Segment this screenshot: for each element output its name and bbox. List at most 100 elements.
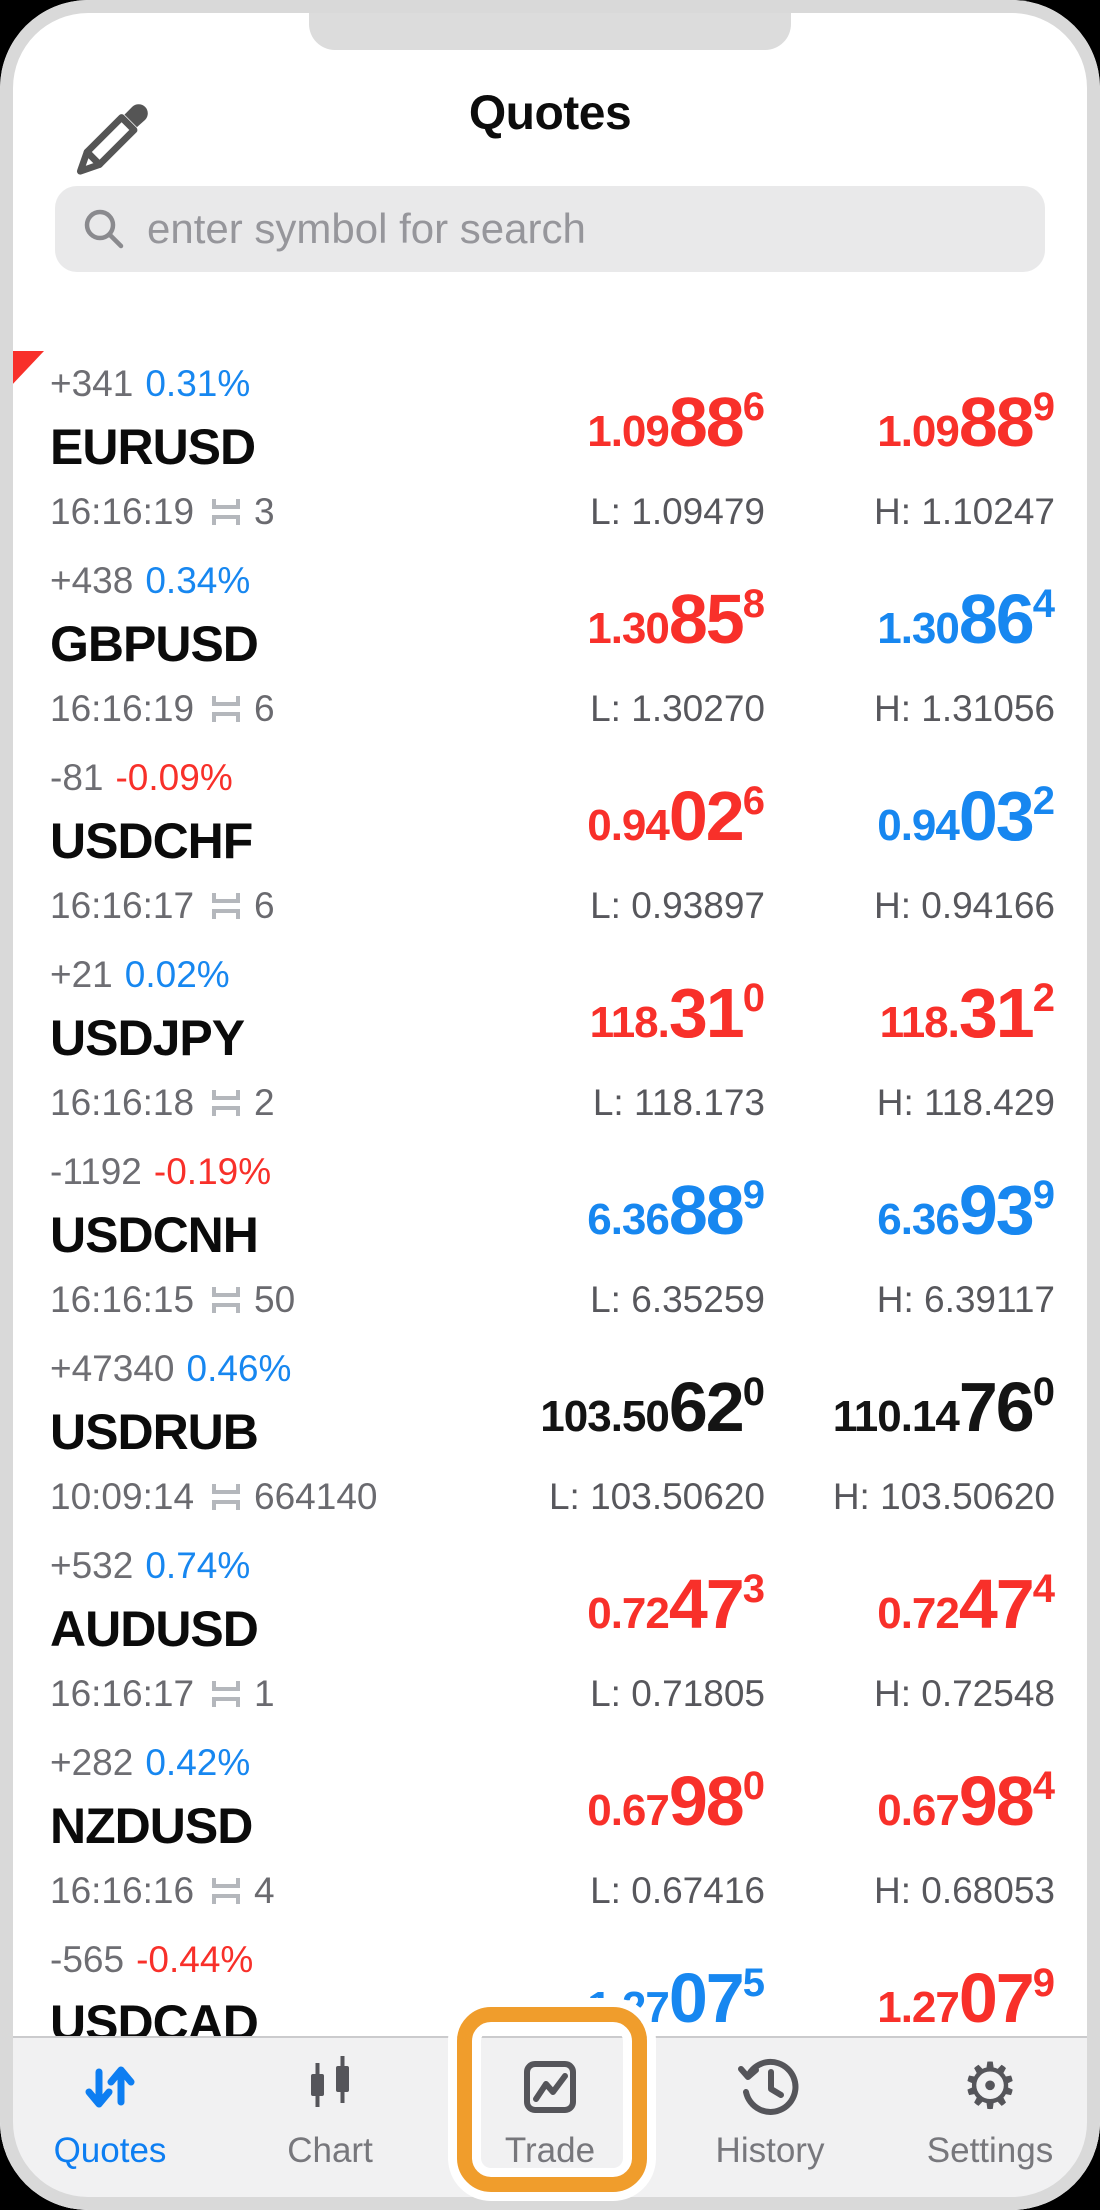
bid-price: 0.67980: [587, 1762, 765, 1840]
low-value: L: 0.71805: [590, 1672, 765, 1714]
spread-value: 1: [254, 1672, 275, 1714]
change-line: -81 -0.09%: [50, 757, 465, 799]
symbol-label: GBPUSD: [50, 616, 259, 672]
bid-price: 118.310: [589, 974, 765, 1052]
change-percent: 0.46%: [186, 1348, 292, 1389]
time-spread-line: 16:16:15 50: [50, 1279, 465, 1321]
edit-button[interactable]: [60, 78, 164, 182]
change-points: +47340: [50, 1348, 175, 1389]
search-bar[interactable]: [55, 186, 1045, 272]
low-value: L: 103.50620: [548, 1475, 765, 1517]
change-percent: 0.42%: [145, 1742, 251, 1783]
spread-icon: [212, 1483, 241, 1510]
quote-time: 16:16:17: [50, 884, 195, 926]
high-value: H: 1.31056: [873, 687, 1055, 729]
ask-price: 0.94032: [877, 777, 1055, 855]
low-value: L: 0.67416: [590, 1869, 765, 1911]
change-line: +21 0.02%: [50, 954, 465, 996]
symbol-label: AUDUSD: [50, 1601, 259, 1657]
change-points: -1192: [50, 1151, 142, 1192]
tab-settings[interactable]: ⚙ Settings: [880, 2052, 1100, 2210]
trade-chart-icon: [517, 2053, 583, 2121]
tab-history[interactable]: History: [660, 2052, 880, 2210]
symbol-label: USDCAD: [50, 1995, 259, 2036]
spread-value: 6: [254, 884, 275, 926]
high-value: H: 103.50620: [832, 1475, 1055, 1517]
spread-icon: [212, 1286, 241, 1313]
high-value: H: 0.94166: [873, 884, 1055, 926]
gear-icon: ⚙: [961, 2050, 1019, 2124]
spread-icon: [212, 1877, 241, 1904]
tab-trade[interactable]: Trade: [440, 2052, 660, 2210]
quotes-list: +341 0.31% EURUSD 16:16:19 3 1.09886 1.09…: [0, 345, 1100, 2036]
history-clock-icon: [737, 2053, 803, 2121]
quote-row[interactable]: +282 0.42% NZDUSD 16:16:16 4 0.67980 0.67…: [0, 1724, 1100, 1921]
quote-time: 16:16:19: [50, 490, 195, 532]
candlestick-chart-icon: [297, 2053, 363, 2121]
ask-price: 1.09889: [877, 383, 1055, 461]
symbol-label: USDCNH: [50, 1207, 259, 1263]
tab-quotes[interactable]: Quotes: [0, 2052, 220, 2210]
change-percent: 0.02%: [124, 954, 230, 995]
bid-price: 0.72473: [587, 1565, 765, 1643]
bid-price: 1.09886: [587, 383, 765, 461]
bid-price: 1.27075: [587, 1959, 765, 2036]
spread-icon: [212, 695, 241, 722]
quote-time: 10:09:14: [50, 1475, 195, 1517]
spread-value: 6: [254, 687, 275, 729]
symbol-label: USDCHF: [50, 813, 253, 869]
low-value: L: 118.173: [592, 1081, 765, 1123]
ask-price: 118.312: [879, 974, 1055, 1052]
time-spread-line: 10:09:14 664140: [50, 1476, 465, 1518]
quote-row[interactable]: +341 0.31% EURUSD 16:16:19 3 1.09886 1.09…: [0, 345, 1100, 542]
low-value: L: 6.35259: [590, 1278, 765, 1320]
change-points: +341: [50, 363, 134, 404]
spread-icon: [212, 1089, 241, 1116]
low-value: L: 1.09479: [590, 490, 765, 532]
tab-label: Trade: [504, 2131, 596, 2170]
bottom-tab-bar: Quotes Chart: [0, 2036, 1100, 2210]
quote-time: 16:16:17: [50, 1672, 195, 1714]
ask-price: 6.36939: [877, 1171, 1055, 1249]
bid-price: 1.30858: [587, 580, 765, 658]
ask-price: 1.30864: [877, 580, 1055, 658]
change-line: +341 0.31%: [50, 363, 465, 405]
low-value: L: 0.93897: [590, 884, 765, 926]
low-value: L: 1.30270: [590, 687, 765, 729]
ask-price: 110.14760: [832, 1368, 1055, 1446]
quote-row[interactable]: +532 0.74% AUDUSD 16:16:17 1 0.72473 0.72…: [0, 1527, 1100, 1724]
tab-label: History: [715, 2131, 825, 2170]
change-percent: 0.74%: [145, 1545, 251, 1586]
symbol-label: USDRUB: [50, 1404, 259, 1460]
change-line: -565 -0.44%: [50, 1939, 465, 1981]
quote-row[interactable]: +438 0.34% GBPUSD 16:16:19 6 1.30858 1.30…: [0, 542, 1100, 739]
quote-row[interactable]: -565 -0.44% USDCAD 1.27075 1.27079: [0, 1921, 1100, 2036]
quote-row[interactable]: +47340 0.46% USDRUB 10:09:14 664140 103.5…: [0, 1330, 1100, 1527]
bid-price: 6.36889: [587, 1171, 765, 1249]
spread-value: 4: [254, 1869, 275, 1911]
change-points: +282: [50, 1742, 134, 1783]
time-spread-line: 16:16:17 6: [50, 885, 465, 927]
change-line: +532 0.74%: [50, 1545, 465, 1587]
quote-row[interactable]: -81 -0.09% USDCHF 16:16:17 6 0.94026 0.94…: [0, 739, 1100, 936]
spread-value: 50: [254, 1278, 296, 1320]
high-value: H: 0.72548: [873, 1672, 1055, 1714]
bid-price: 103.50620: [540, 1368, 765, 1446]
change-line: +438 0.34%: [50, 560, 465, 602]
change-points: +438: [50, 560, 134, 601]
symbol-label: NZDUSD: [50, 1798, 253, 1854]
change-percent: -0.44%: [136, 1939, 254, 1980]
ask-price: 0.72474: [877, 1565, 1055, 1643]
tab-chart[interactable]: Chart: [220, 2052, 440, 2210]
bid-price: 0.94026: [587, 777, 765, 855]
search-input[interactable]: [145, 204, 1045, 254]
quote-row[interactable]: -1192 -0.19% USDCNH 16:16:15 50 6.36889 6…: [0, 1133, 1100, 1330]
change-line: +282 0.42%: [50, 1742, 465, 1784]
spread-value: 664140: [254, 1475, 378, 1517]
change-percent: -0.19%: [153, 1151, 272, 1192]
quote-time: 16:16:15: [50, 1278, 195, 1320]
time-spread-line: 16:16:17 1: [50, 1673, 465, 1715]
time-spread-line: 16:16:19 6: [50, 688, 465, 730]
quote-row[interactable]: +21 0.02% USDJPY 16:16:18 2 118.310 118.3…: [0, 936, 1100, 1133]
change-percent: 0.31%: [145, 363, 251, 404]
